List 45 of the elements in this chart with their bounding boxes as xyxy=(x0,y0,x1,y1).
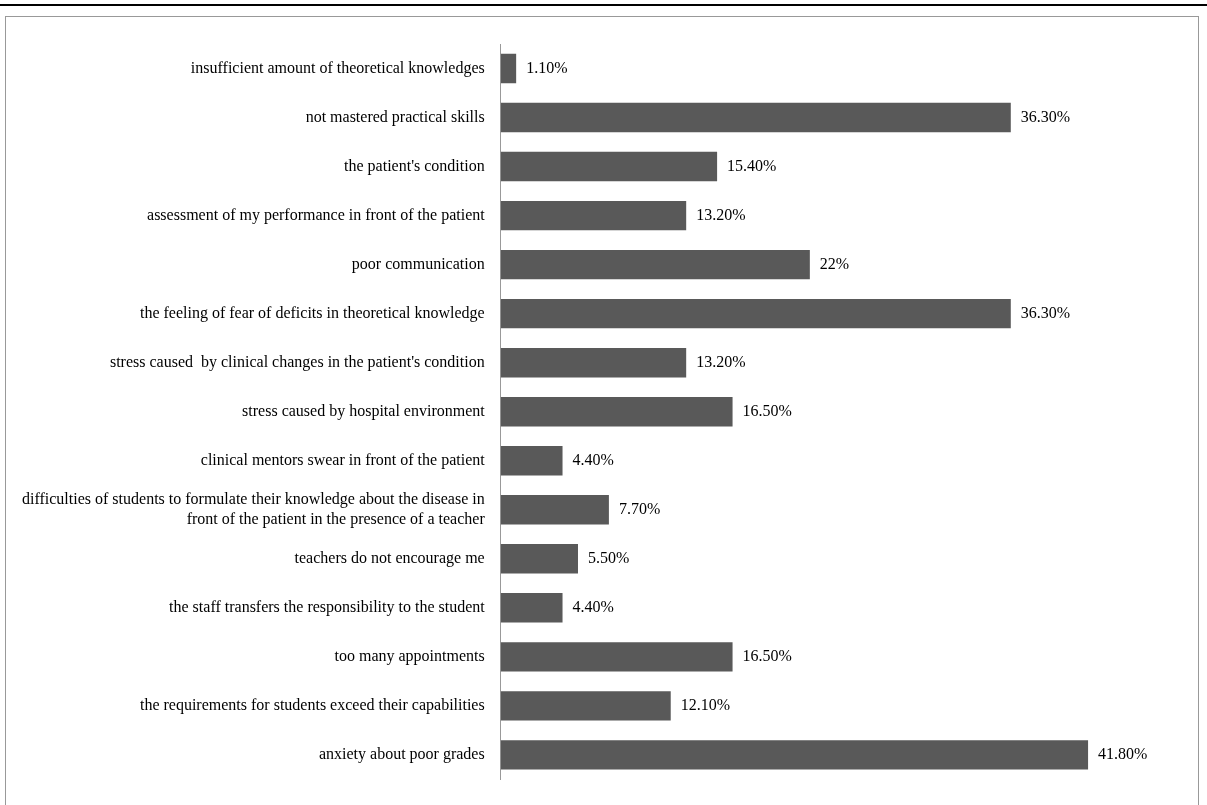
data-label: 12.10% xyxy=(680,696,731,714)
y-tick-label: the staff transfers the responsibility to the student xyxy=(169,598,486,617)
data-label: 13.20% xyxy=(696,205,746,223)
data-label: 15.40% xyxy=(727,156,777,174)
bar xyxy=(500,298,1011,329)
bar xyxy=(500,200,687,231)
bar xyxy=(500,691,671,721)
y-tick-label: not mastered practical skills xyxy=(305,107,485,126)
data-label: 36.30% xyxy=(1020,303,1071,321)
data-label: 16.50% xyxy=(742,401,792,419)
y-tick-label: stress caused by hospital environment xyxy=(242,401,486,420)
bar xyxy=(500,642,733,672)
y-tick-label: stress caused by clinical changes in the patient's condition xyxy=(109,352,485,371)
y-tick-label: the patient's condition xyxy=(344,156,485,175)
y-tick-label: insufficient amount of theoretical knowledges xyxy=(190,58,485,77)
data-label: 4.40% xyxy=(572,450,614,468)
y-tick-label: poor communication xyxy=(351,254,485,273)
data-label: 7.70% xyxy=(618,499,661,517)
data-label: 36.30% xyxy=(1020,107,1071,125)
data-label: 13.20% xyxy=(696,352,746,370)
y-tick-label: clinical mentors swear in front of the patient xyxy=(200,450,486,469)
y-tick-label: the feeling of fear of deficits in theoretical knowledge xyxy=(139,303,485,322)
bar xyxy=(500,446,563,476)
y-tick-label: anxiety about poor grades xyxy=(318,745,485,764)
data-label: 41.80% xyxy=(1098,745,1148,763)
bar xyxy=(500,53,517,84)
bar xyxy=(500,495,609,525)
bar xyxy=(500,102,1011,133)
bar xyxy=(500,347,687,378)
bar xyxy=(500,740,1089,770)
bar xyxy=(500,544,578,574)
bar xyxy=(500,593,563,623)
data-label: 16.50% xyxy=(742,647,792,665)
data-label: 4.40% xyxy=(572,598,614,616)
bar xyxy=(500,151,718,182)
data-label: 5.50% xyxy=(587,548,630,566)
data-label: 1.10% xyxy=(526,58,568,76)
y-tick-label: difficulties of students to formulate their knowledge about the disease in front of the patient in the presence of a teacher xyxy=(22,490,486,528)
y-tick-label: assessment of my performance in front of the patient xyxy=(147,205,486,224)
bar xyxy=(500,249,810,280)
y-tick-label: too many appointments xyxy=(334,647,485,666)
y-tick-label: the requirements for students exceed their capabilities xyxy=(139,696,485,715)
y-tick-label: teachers do not encourage me xyxy=(294,548,485,567)
bar xyxy=(500,396,733,427)
data-label: 22% xyxy=(819,254,850,272)
